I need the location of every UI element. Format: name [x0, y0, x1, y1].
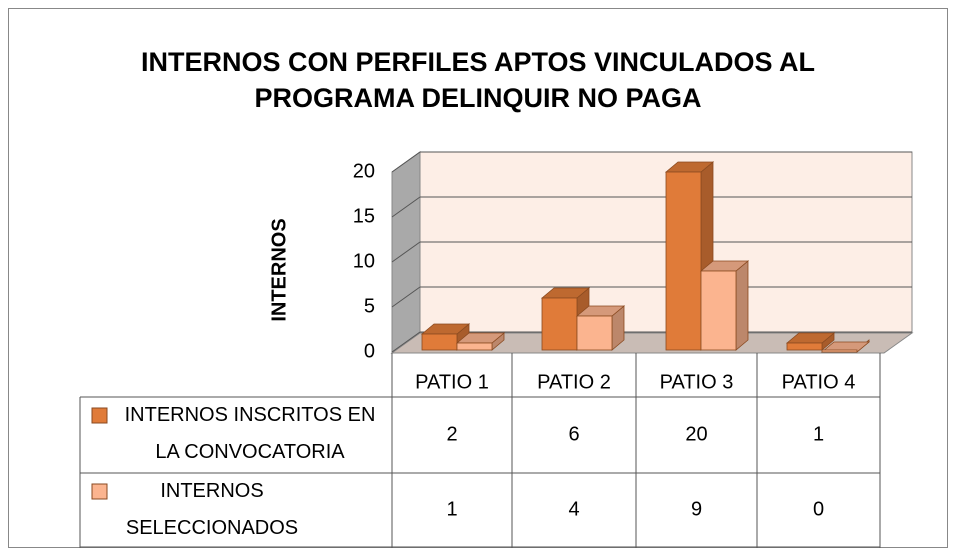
bar [575, 305, 626, 351]
legend-label: INTERNOS SELECCIONADOS [125, 480, 299, 539]
table-value: 9 [691, 498, 702, 520]
y-axis-label: INTERNOS [268, 218, 290, 321]
bar-front [786, 342, 823, 351]
y-tick-label: 0 [364, 340, 375, 362]
x-tick-label: PATIO 3 [660, 371, 734, 393]
table-value: 2 [446, 423, 457, 445]
bar [455, 332, 506, 351]
table-value: 6 [568, 423, 579, 445]
bar-front [576, 315, 613, 351]
grid-line-side [391, 286, 421, 308]
floor [390, 332, 914, 354]
table-value: 1 [446, 498, 457, 520]
y-tick-label: 10 [353, 250, 375, 272]
x-tick-label: PATIO 2 [537, 371, 611, 393]
grid-line-side [391, 151, 421, 173]
grid-line-side [391, 241, 421, 263]
bar [820, 339, 871, 353]
bar [785, 332, 836, 351]
y-tick-label: 5 [364, 295, 375, 317]
table-value: 0 [813, 498, 824, 520]
table-value: 20 [685, 423, 707, 445]
bar-front [421, 333, 458, 351]
bar-side [735, 260, 749, 351]
x-tick-label: PATIO 1 [415, 371, 489, 393]
chart-title: INTERNOS CON PERFILES APTOS VINCULADOS A… [140, 47, 816, 113]
bar-front [665, 171, 702, 351]
bar-front [541, 297, 578, 351]
legend-swatch [91, 407, 108, 424]
grid-line-side [391, 331, 421, 353]
y-tick-label: 20 [353, 160, 375, 182]
legend-swatch [91, 483, 108, 500]
grid-line-side [391, 196, 421, 218]
table-value: 4 [568, 498, 579, 520]
data-table-lines [79, 353, 881, 548]
legend-label: INTERNOS INSCRITOS EN LA CONVOCATORIA [124, 404, 376, 463]
bar-front [700, 270, 737, 351]
x-tick-label: PATIO 4 [782, 371, 856, 393]
bar-front [821, 349, 858, 353]
y-tick-label: 15 [353, 205, 375, 227]
bar-front [456, 342, 493, 351]
table-value: 1 [813, 423, 824, 445]
bar [699, 260, 750, 351]
